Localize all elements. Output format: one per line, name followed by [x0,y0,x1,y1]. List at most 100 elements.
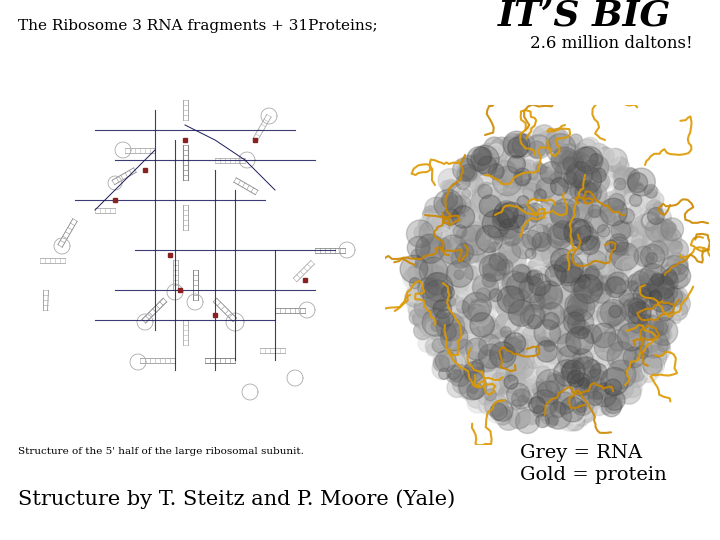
Circle shape [400,255,428,283]
Circle shape [617,221,634,238]
Circle shape [563,177,585,198]
Circle shape [613,375,630,390]
Circle shape [567,288,576,296]
Circle shape [417,305,438,326]
Circle shape [458,261,476,280]
Circle shape [664,287,683,306]
Circle shape [449,245,467,263]
Circle shape [438,238,450,249]
Circle shape [592,382,609,400]
Circle shape [510,341,518,350]
Circle shape [573,349,593,369]
Circle shape [466,250,479,263]
Circle shape [480,282,501,303]
Circle shape [444,233,453,242]
Circle shape [609,191,631,213]
Circle shape [467,392,488,413]
Circle shape [600,365,624,389]
Circle shape [596,210,615,228]
Circle shape [593,383,616,407]
Circle shape [445,207,459,220]
Circle shape [567,370,585,387]
Circle shape [516,320,532,336]
Circle shape [566,327,594,354]
Circle shape [526,177,542,193]
Circle shape [526,262,541,276]
Circle shape [622,350,636,364]
Circle shape [564,144,577,158]
Circle shape [577,278,586,287]
Circle shape [606,196,619,210]
Circle shape [667,239,688,261]
Circle shape [624,363,647,387]
Circle shape [477,157,497,176]
Circle shape [622,368,634,380]
Circle shape [519,171,528,179]
Circle shape [474,249,493,267]
Circle shape [597,225,610,237]
Circle shape [526,318,546,338]
Circle shape [513,265,531,282]
Circle shape [604,192,616,204]
Circle shape [585,314,607,335]
Circle shape [564,179,580,195]
Circle shape [624,285,636,298]
Circle shape [461,225,490,255]
Circle shape [546,234,559,247]
Circle shape [534,281,542,290]
Circle shape [614,341,629,356]
Circle shape [530,294,545,309]
Circle shape [529,314,542,327]
Circle shape [480,199,503,222]
Circle shape [499,242,521,264]
Circle shape [623,346,631,354]
Circle shape [414,296,436,319]
Circle shape [534,296,548,310]
Circle shape [443,188,466,211]
Circle shape [584,160,601,177]
Circle shape [529,292,551,314]
Circle shape [488,247,512,270]
Circle shape [480,195,501,217]
Circle shape [440,292,463,315]
Circle shape [582,317,601,336]
Circle shape [500,313,517,330]
Circle shape [535,178,546,188]
Circle shape [559,144,569,153]
Circle shape [498,202,525,230]
Circle shape [621,272,630,281]
Circle shape [541,178,553,190]
Circle shape [529,167,546,183]
Circle shape [554,339,573,359]
Circle shape [531,234,555,258]
Circle shape [472,158,492,177]
Circle shape [514,137,528,151]
Circle shape [531,218,547,234]
Circle shape [585,186,601,203]
Circle shape [461,336,476,351]
Circle shape [462,161,476,174]
Circle shape [675,273,688,287]
Circle shape [573,206,593,226]
Circle shape [595,367,614,385]
Circle shape [524,271,546,293]
Circle shape [564,150,572,158]
Circle shape [463,229,477,243]
Circle shape [631,305,647,320]
Circle shape [562,275,572,286]
Circle shape [597,260,613,276]
Circle shape [564,183,583,201]
Circle shape [547,373,557,382]
Circle shape [648,261,668,281]
Circle shape [526,176,549,199]
Circle shape [535,332,551,348]
Circle shape [623,259,638,274]
Circle shape [489,384,500,396]
Circle shape [548,330,570,352]
Circle shape [419,296,441,319]
Circle shape [442,225,463,246]
Circle shape [466,338,488,360]
Circle shape [608,309,629,330]
Circle shape [464,304,474,314]
Circle shape [616,313,631,328]
